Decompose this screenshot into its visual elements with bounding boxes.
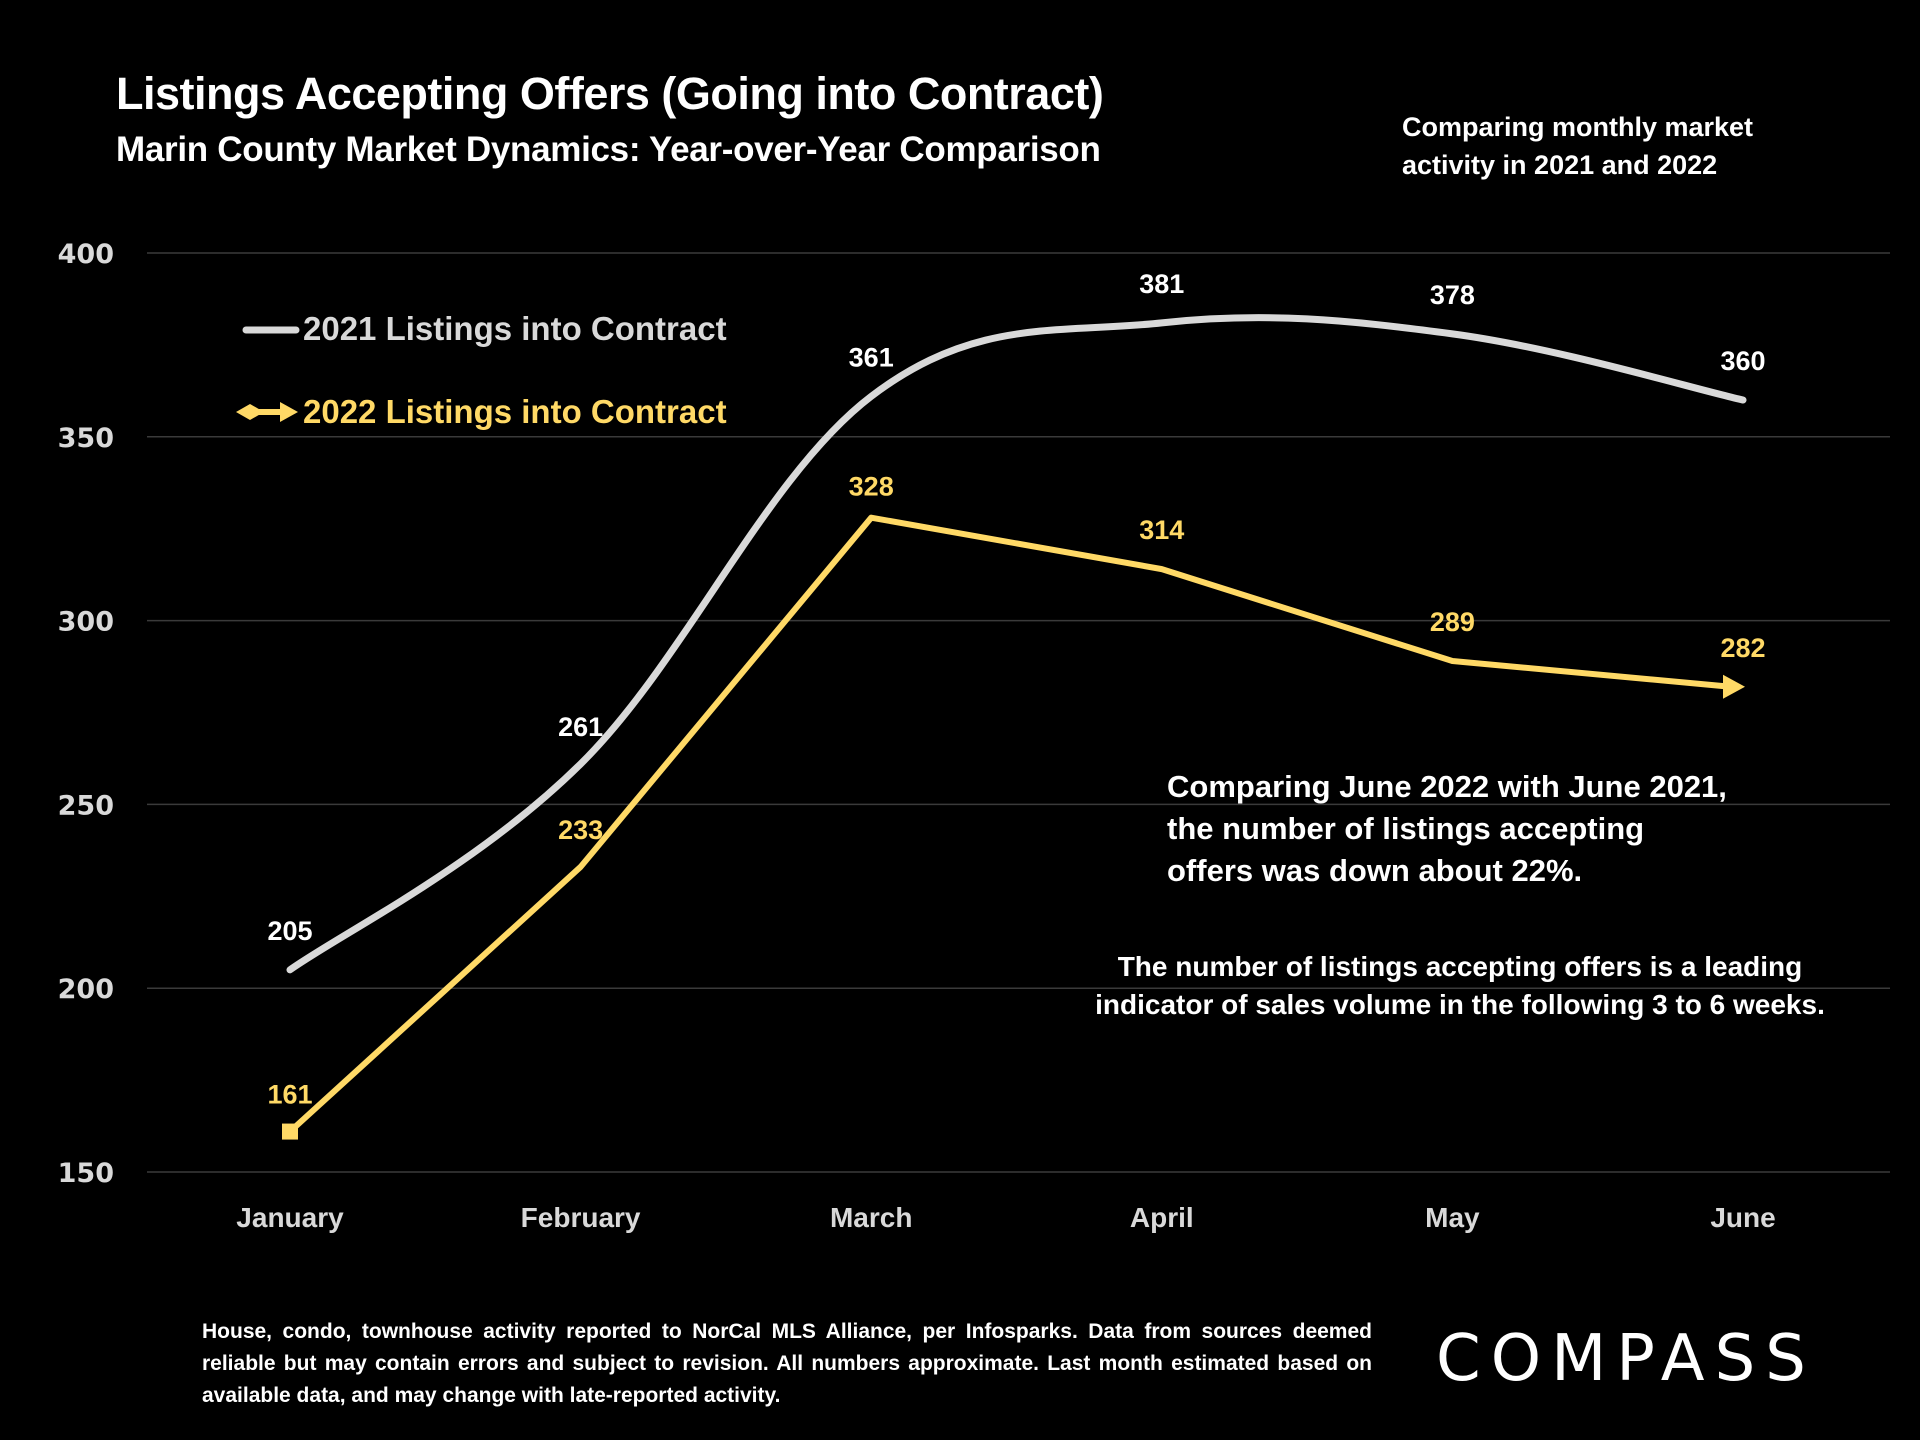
- data-label: 205: [267, 916, 312, 946]
- data-label: 314: [1139, 515, 1184, 545]
- data-label: 361: [849, 342, 894, 372]
- data-label: 328: [849, 472, 894, 502]
- legend-arrow-marker: [280, 402, 298, 422]
- data-labels: 205 261 361 381 378 360 161 233 328 314 289 282: [267, 269, 1765, 1110]
- line-chart: 150 200 250 300 350 400 January February March A…: [58, 239, 1890, 1233]
- legend-label-2022: 2022 Listings into Contract: [303, 393, 727, 430]
- start-marker-square: [282, 1123, 298, 1140]
- end-marker-arrow: [1723, 674, 1745, 699]
- x-tick-label: March: [830, 1202, 912, 1233]
- compass-logo: COMPASS: [1436, 1322, 1816, 1396]
- side-note: Comparing monthly market activity in 202…: [1402, 112, 1754, 180]
- data-label: 360: [1720, 346, 1765, 376]
- y-tick-label: 200: [58, 974, 114, 1005]
- chart-title: Listings Accepting Offers (Going into Co…: [116, 68, 1104, 119]
- gridlines: [147, 252, 1890, 1173]
- data-label: 378: [1430, 280, 1475, 310]
- data-label: 261: [558, 712, 603, 742]
- legend-diamond-marker: [236, 404, 264, 420]
- series-line-2021: [286, 314, 1747, 974]
- y-tick-label: 300: [58, 607, 114, 638]
- comparison-annotation: Comparing June 2022 with June 2021, the …: [1167, 769, 1727, 888]
- y-tick-label: 400: [58, 239, 114, 270]
- leading-indicator-annotation: The number of listings accepting offers …: [1095, 951, 1825, 1020]
- y-tick-label: 250: [58, 790, 114, 821]
- series-line-2022: [287, 514, 1726, 1134]
- data-label: 161: [267, 1080, 312, 1110]
- x-tick-label: January: [236, 1202, 344, 1233]
- data-label: 381: [1139, 269, 1184, 299]
- x-tick-label: May: [1425, 1202, 1480, 1233]
- data-label: 233: [558, 815, 603, 845]
- data-label: 289: [1430, 607, 1475, 637]
- legend: 2021 Listings into Contract 2022 Listings…: [236, 310, 727, 430]
- chart-subtitle: Marin County Market Dynamics: Year-over-…: [116, 130, 1101, 169]
- series-lines: [282, 314, 1747, 1140]
- y-tick-label: 350: [58, 423, 114, 454]
- data-label: 282: [1720, 633, 1765, 663]
- legend-label-2021: 2021 Listings into Contract: [303, 310, 727, 347]
- y-axis-ticks: 150 200 250 300 350 400: [58, 239, 114, 1189]
- x-tick-label: June: [1710, 1202, 1775, 1233]
- x-tick-label: April: [1130, 1202, 1194, 1233]
- x-tick-label: February: [521, 1202, 641, 1233]
- x-axis-ticks: January February March April May June: [236, 1202, 1775, 1233]
- y-tick-label: 150: [58, 1158, 114, 1189]
- source-footnote: House, condo, townhouse activity reporte…: [202, 1320, 1372, 1407]
